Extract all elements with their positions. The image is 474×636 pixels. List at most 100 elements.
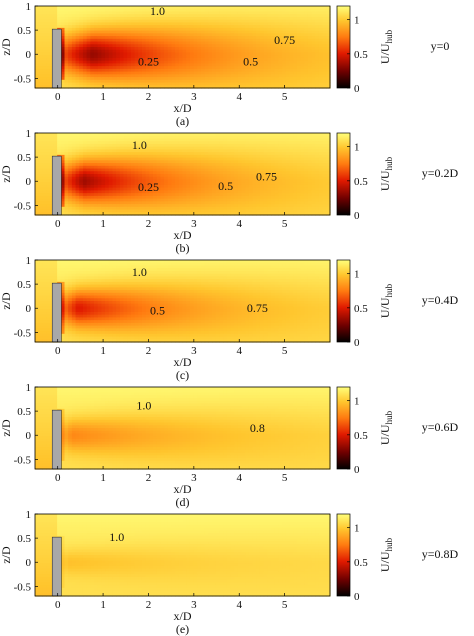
field-cell — [145, 38, 150, 43]
field-cell — [289, 22, 294, 26]
field-cell — [271, 19, 276, 23]
field-cell — [226, 79, 232, 84]
field-cell — [160, 47, 165, 51]
field-cell — [123, 143, 128, 148]
field-cell — [97, 60, 102, 64]
field-cell — [86, 171, 91, 175]
field-cell — [263, 171, 268, 175]
field-cell — [64, 77, 69, 81]
field-cell — [311, 209, 316, 213]
field-cell — [141, 33, 147, 37]
field-cell — [226, 57, 232, 62]
field-cell — [119, 187, 125, 191]
field-cell — [282, 6, 287, 10]
field-cell — [315, 41, 320, 45]
field-cell — [112, 204, 117, 208]
colorbar-tick-label: 1 — [354, 15, 360, 27]
field-cell — [108, 14, 114, 18]
field-cell — [134, 79, 139, 84]
field-cell — [200, 133, 206, 137]
field-cell — [178, 163, 184, 167]
field-cell — [189, 193, 195, 197]
field-cell — [259, 11, 265, 15]
field-cell — [68, 154, 73, 159]
field-cell — [46, 60, 51, 64]
field-cell — [289, 190, 294, 194]
field-cell — [149, 179, 154, 183]
field-cell — [38, 201, 43, 205]
field-cell — [282, 22, 287, 26]
field-cell — [267, 163, 272, 167]
field-cell — [46, 204, 51, 208]
field-cell — [304, 163, 309, 167]
field-cell — [90, 206, 95, 211]
field-cell — [226, 25, 232, 29]
field-cell — [141, 135, 147, 140]
field-cell — [326, 209, 331, 213]
field-cell — [90, 174, 95, 178]
field-cell — [175, 55, 180, 59]
field-cell — [267, 198, 272, 202]
field-cell — [127, 212, 132, 216]
field-cell — [215, 141, 220, 145]
field-cell — [46, 141, 51, 145]
field-cell — [94, 141, 99, 145]
field-cell — [49, 135, 55, 140]
field-cell — [200, 154, 206, 159]
field-cell — [241, 11, 246, 15]
field-cell — [97, 85, 102, 89]
field-cell — [38, 292, 43, 297]
field-cell — [167, 36, 173, 40]
field-cell — [285, 184, 291, 189]
field-cell — [234, 182, 239, 186]
field-cell — [241, 19, 246, 23]
field-cell — [49, 174, 55, 178]
field-cell — [90, 209, 95, 213]
field-cell — [263, 63, 268, 67]
field-cell — [182, 41, 187, 45]
field-cell — [42, 295, 47, 299]
field-cell — [149, 212, 154, 216]
field-cell — [123, 38, 128, 43]
field-cell — [326, 193, 331, 197]
field-cell — [289, 171, 294, 175]
field-cell — [204, 174, 209, 178]
field-cell — [252, 198, 257, 202]
field-cell — [167, 41, 173, 45]
field-cell — [322, 85, 327, 89]
field-cell — [108, 171, 114, 175]
field-cell — [282, 176, 287, 181]
field-cell — [252, 19, 257, 23]
field-cell — [248, 187, 254, 191]
field-cell — [208, 8, 213, 13]
y-tick-label: 0.5 — [17, 152, 31, 164]
field-cell — [326, 182, 331, 186]
field-cell — [259, 182, 265, 186]
field-cell — [38, 6, 43, 10]
field-cell — [153, 179, 158, 183]
field-cell — [271, 133, 276, 137]
field-cell — [86, 44, 91, 48]
field-cell — [248, 38, 254, 43]
field-cell — [274, 157, 279, 161]
field-cell — [307, 165, 313, 170]
field-cell — [237, 30, 243, 34]
field-cell — [138, 201, 143, 205]
field-cell — [101, 165, 106, 170]
field-cell — [252, 25, 257, 29]
field-cell — [97, 47, 102, 51]
field-cell — [68, 135, 73, 140]
field-cell — [145, 36, 150, 40]
field-cell — [226, 71, 232, 75]
field-cell — [200, 204, 206, 208]
field-cell — [318, 55, 324, 59]
field-cell — [241, 68, 246, 73]
field-cell — [86, 179, 91, 183]
field-cell — [237, 138, 243, 142]
field-cell — [171, 152, 176, 156]
field-cell — [245, 204, 250, 208]
field-cell — [189, 171, 195, 175]
field-cell — [300, 11, 305, 15]
field-cell — [42, 279, 47, 283]
field-cell — [119, 49, 125, 54]
